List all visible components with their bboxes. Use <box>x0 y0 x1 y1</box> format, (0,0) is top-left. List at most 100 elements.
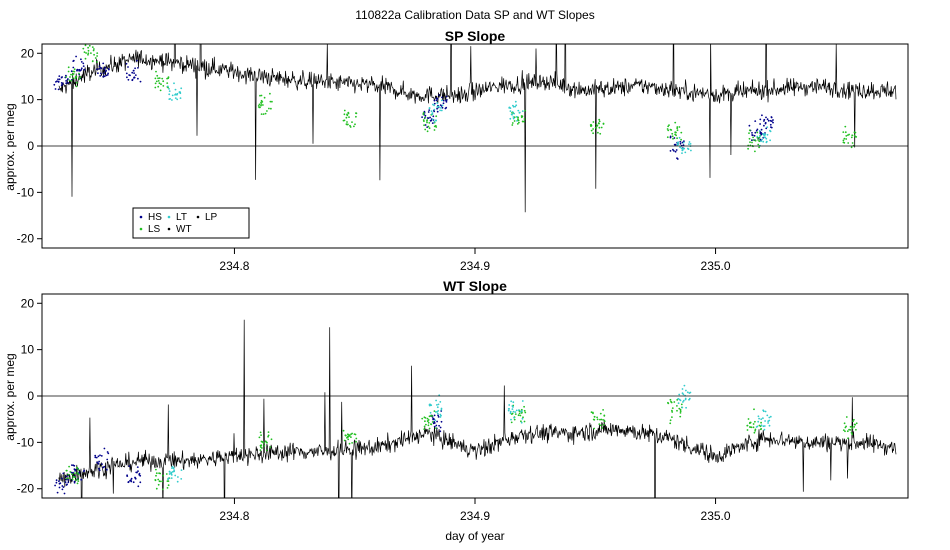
wt-slope-series-hs-point <box>56 491 59 494</box>
wt-slope-series-ls-point <box>351 432 353 435</box>
sp-slope-series-ls-point <box>422 113 425 116</box>
wt-slope-series-lt-point <box>684 398 687 401</box>
wt-slope-series-hs-point <box>63 492 66 495</box>
wt-slope-series-lt-point <box>683 384 686 387</box>
sp-slope-series-hs-point <box>445 95 448 98</box>
sp-slope-series-ls-point <box>72 77 74 80</box>
wt-slope-series-hs-point <box>103 465 106 468</box>
sp-slope-series-ls-point <box>847 142 850 144</box>
wt-slope-series-ls-point <box>511 412 514 415</box>
wt-slope-series-lt-point <box>766 414 769 417</box>
sp-slope-series-hs-point <box>754 131 757 134</box>
wt-slope-series-ls-point <box>754 420 756 423</box>
wt-slope-series-hs-point <box>54 484 56 487</box>
sp-slope-series-hs-point <box>80 61 83 63</box>
sp-slope-series-ls-point <box>260 103 263 105</box>
wt-slope-series-ls-point <box>270 438 273 441</box>
wt-slope-series-lt-point <box>686 391 689 394</box>
sp-slope-series-hs-point <box>763 124 765 127</box>
wt-slope-series-hs-point <box>71 464 73 466</box>
sp-slope-series-hs-point <box>139 80 142 83</box>
wt-slope-series-lt-point <box>689 391 692 394</box>
sp-slope-series-ls-point <box>87 49 90 52</box>
wt-slope-series-lt-point <box>681 388 684 390</box>
sp-slope-series-ls-point <box>754 139 757 142</box>
wt-slope-series-hs-point <box>135 471 138 474</box>
wt-slope-series-ls-point <box>671 409 673 412</box>
wt-slope-series-lt-point <box>517 409 520 411</box>
wt-slope-series-lt-point <box>755 426 758 428</box>
sp-slope-series <box>53 44 897 213</box>
wt-slope-series-ls-point <box>676 405 678 407</box>
sp-slope-series-hs-point <box>683 140 685 143</box>
sp-slope-series-hs-point <box>102 75 105 78</box>
wt-slope-series-lt-point <box>509 412 512 415</box>
sp-slope-series-hs-point <box>424 124 427 126</box>
wt-slope-series-ls-point <box>596 416 598 419</box>
sp-slope-series-hs-point <box>100 72 102 75</box>
sp-slope-series-ls-point <box>428 127 431 130</box>
sp-slope-series-ls-point <box>597 131 599 134</box>
wt-slope-series-ls-point <box>844 430 846 433</box>
wt-slope-series-lt-point <box>677 402 680 405</box>
sp-slope-series-ls-point <box>346 123 348 126</box>
wt-slope-series-ls-point <box>747 418 750 420</box>
sp-slope-series-hs-point <box>679 142 682 145</box>
wt-slope-series-ls-point <box>425 423 427 426</box>
wt-slope-series-ls-point <box>68 465 70 468</box>
sp-slope-series-lt-point <box>179 97 182 99</box>
wt-slope-series-ls-point <box>161 480 164 483</box>
wt-slope-series-lt-point <box>436 406 439 409</box>
sp-slope-series-hs-point <box>104 66 107 69</box>
sp-slope-series-ls-point <box>511 124 514 126</box>
sp-slope-series-ls-point <box>351 121 353 123</box>
wt-slope-series-lt-point <box>757 415 760 418</box>
wt-slope-series-ls-point <box>517 414 520 417</box>
sp-slope-series-ls-point <box>161 77 164 80</box>
sp-slope-series-ls-point <box>517 119 520 122</box>
wt-slope-series-ls-point <box>342 429 345 432</box>
sp-slope-series-ls-point <box>758 136 761 139</box>
sp-slope-series-ls-point <box>167 76 170 79</box>
sp-slope-series-hs-point <box>133 76 136 79</box>
wt-slope-series-ls-point <box>850 431 853 434</box>
sp-slope-series-ls-point <box>259 94 261 97</box>
wt-slope-series-lt-point <box>769 415 772 418</box>
sp-slope-series-lt-point <box>512 116 515 118</box>
sp-slope-series-ls-point <box>345 116 348 119</box>
wt-slope-series-ls-point <box>426 420 429 422</box>
sp-slope-series-ls-point <box>751 141 753 144</box>
sp-slope-series-hs-point <box>56 80 58 83</box>
sp-slope-series-hs-point <box>107 67 110 70</box>
sp-slope-series-ls-point <box>747 147 749 150</box>
sp-slope-series-ls-point <box>521 115 523 118</box>
sp-slope-series-hs-point <box>102 62 105 65</box>
sp-slope-series-lt-point <box>681 147 684 150</box>
sp-slope-series-ls-point <box>516 123 519 125</box>
sp-slope-series-ls-point <box>69 76 71 78</box>
sp-slope-series-hs-point <box>136 59 138 62</box>
sp-slope-series-ls-point <box>426 130 429 133</box>
wt-slope-series-ls-point <box>423 425 426 428</box>
wt-slope-series-ls-point <box>519 414 522 417</box>
wt-slope-series-ls-point <box>155 487 158 490</box>
sp-slope-series-hs-point <box>442 99 445 102</box>
wt-slope-series-ls-point <box>159 472 162 475</box>
wt-slope-series-hs-point <box>58 486 61 489</box>
sp-slope-series-lt-point <box>433 104 435 107</box>
sp-slope-series-hs-point <box>679 140 682 143</box>
sp-slope-series-hs-point <box>765 127 768 130</box>
wt-slope-series-ls-point <box>603 415 606 417</box>
wt-slope-series-ls-point <box>680 403 683 406</box>
sp-slope-series-hs-point <box>78 68 81 71</box>
sp-slope-series-ls-point <box>68 79 71 82</box>
sp-slope-series-lt-point <box>171 94 174 97</box>
wt-slope-series-hs-point <box>96 461 98 464</box>
sp-slope-series-hs-point <box>446 99 448 101</box>
sp-slope-series-hs-point <box>65 80 67 82</box>
wt-slope-series-lt-point <box>437 403 440 406</box>
wt-slope-series-hs-point <box>437 414 439 417</box>
sp-slope-series-ls-point <box>598 126 601 129</box>
sp-slope-series-hs-point <box>438 94 440 96</box>
wt-slope-series-ls-point <box>679 408 682 411</box>
